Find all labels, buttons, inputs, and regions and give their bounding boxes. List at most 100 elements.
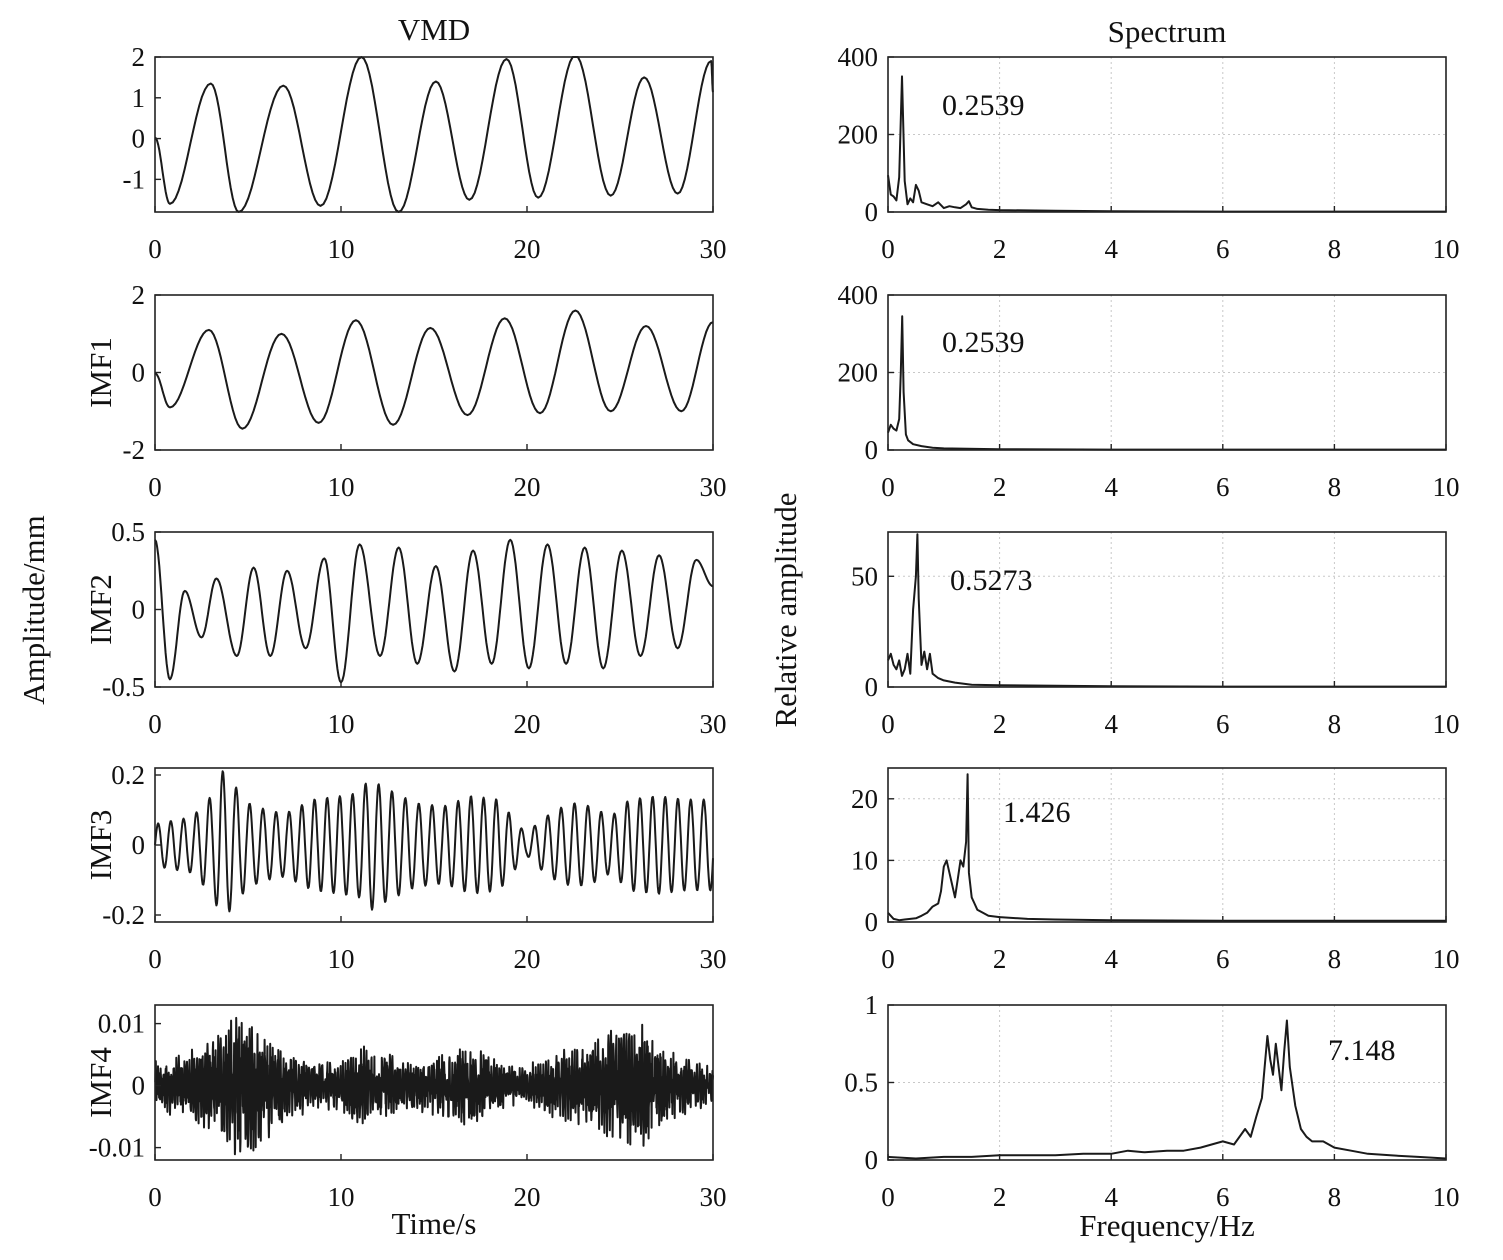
x-tick-label: 0: [148, 472, 162, 502]
x-tick-label: 30: [700, 709, 727, 739]
x-tick-label: 10: [1433, 709, 1460, 739]
panel-ylabel-imf1: IMF1: [83, 337, 118, 408]
y-tick-label: -1: [123, 164, 146, 194]
y-tick-label: 0.5: [111, 517, 145, 547]
x-tick-label: 8: [1328, 1182, 1342, 1212]
x-tick-label: 0: [881, 709, 895, 739]
x-tick-label: 0: [148, 709, 162, 739]
axes-frame: [887, 1004, 1447, 1161]
x-tick-label: 4: [1104, 944, 1118, 974]
axes-frame: [154, 56, 714, 213]
time-axis-label: Time/s: [391, 1206, 476, 1241]
time-series-line: [154, 538, 714, 684]
right-panel-3: 0 2 4 6 8 10 0 10 20 1.426: [851, 767, 1460, 974]
y-tick-label: 2: [132, 42, 146, 72]
frequency-axis-label: Frequency/Hz: [1079, 1208, 1255, 1243]
x-tick-label: 6: [1216, 472, 1230, 502]
y-tick-label: 1: [132, 83, 146, 113]
x-tick-label: 2: [993, 1182, 1007, 1212]
x-tick-label: 10: [328, 709, 355, 739]
x-tick-label: 2: [993, 944, 1007, 974]
axes-frame: [887, 56, 1447, 213]
x-tick-label: 2: [993, 234, 1007, 264]
y-tick-label: 0: [865, 907, 879, 937]
y-tick-label: -0.5: [102, 672, 145, 702]
x-tick-label: 30: [700, 1182, 727, 1212]
x-tick-label: 0: [881, 1182, 895, 1212]
x-tick-label: 20: [514, 709, 541, 739]
x-tick-label: 10: [328, 234, 355, 264]
y-tick-label: 0: [132, 358, 146, 388]
time-series-line: [154, 56, 714, 213]
y-tick-label: -2: [123, 435, 146, 465]
y-tick-label: -0.01: [89, 1133, 145, 1163]
x-tick-label: 4: [1104, 472, 1118, 502]
axes-frame: [154, 1004, 714, 1161]
x-tick-label: 20: [514, 944, 541, 974]
y-tick-label: 0: [132, 1071, 146, 1101]
right-panel-2: 0 2 4 6 8 10 0 50 0.5273: [851, 531, 1460, 739]
y-tick-label: 1: [865, 990, 879, 1020]
y-tick-label: 0: [865, 197, 879, 227]
y-tick-label: 10: [851, 845, 878, 875]
y-tick-label: 0.01: [98, 1009, 145, 1039]
y-tick-label: 0: [865, 435, 879, 465]
left-panel-0: 0 10 20 30 -1 0 1 2: [123, 42, 727, 264]
x-tick-label: 0: [148, 944, 162, 974]
right-y-axis-label: Relative amplitude: [768, 492, 803, 727]
x-tick-label: 0: [148, 1182, 162, 1212]
y-tick-label: 50: [851, 561, 878, 591]
x-tick-label: 6: [1216, 709, 1230, 739]
axes-frame: [887, 531, 1447, 688]
x-tick-label: 8: [1328, 709, 1342, 739]
vmd-title: VMD: [398, 12, 470, 47]
axes-frame: [154, 531, 714, 688]
panel-ylabel-imf3: IMF3: [83, 810, 118, 881]
x-tick-label: 4: [1104, 1182, 1118, 1212]
time-series-line: [154, 309, 714, 430]
time-series-line: [154, 1016, 714, 1156]
y-tick-label: 0: [865, 672, 879, 702]
x-tick-label: 4: [1104, 234, 1118, 264]
y-tick-label: 200: [838, 358, 879, 388]
peak-frequency-label: 0.2539: [942, 326, 1025, 359]
x-tick-label: 0: [881, 944, 895, 974]
y-tick-label: 0: [132, 830, 146, 860]
y-tick-label: 200: [838, 120, 879, 150]
time-series-line: [154, 770, 714, 913]
x-tick-label: 8: [1328, 472, 1342, 502]
y-tick-label: 0.5: [844, 1068, 878, 1098]
axes-frame: [887, 294, 1447, 451]
y-tick-label: 400: [838, 280, 879, 310]
x-tick-label: 2: [993, 472, 1007, 502]
x-tick-label: 10: [1433, 472, 1460, 502]
x-tick-label: 6: [1216, 944, 1230, 974]
x-tick-label: 0: [148, 234, 162, 264]
x-tick-label: 10: [1433, 944, 1460, 974]
x-tick-label: 10: [1433, 1182, 1460, 1212]
spectrum-line: [887, 773, 1446, 922]
x-tick-label: 6: [1216, 234, 1230, 264]
x-tick-label: 0: [881, 234, 895, 264]
spectrum-line: [887, 533, 1446, 688]
right-panel-1: 0 2 4 6 8 10 0 200 400 0.2539: [838, 280, 1460, 502]
y-tick-label: 2: [132, 280, 146, 310]
x-tick-label: 8: [1328, 234, 1342, 264]
x-tick-label: 10: [328, 472, 355, 502]
x-tick-label: 10: [1433, 234, 1460, 264]
x-tick-label: 8: [1328, 944, 1342, 974]
spectrum-title: Spectrum: [1108, 14, 1227, 49]
x-tick-label: 4: [1104, 709, 1118, 739]
x-tick-label: 0: [881, 472, 895, 502]
y-tick-label: 20: [851, 784, 878, 814]
peak-frequency-label: 1.426: [1003, 796, 1071, 829]
right-panel-4: 0 2 4 6 8 10 0 0.5 1 7.148: [844, 990, 1459, 1212]
peak-frequency-label: 0.2539: [942, 89, 1025, 122]
y-tick-label: 0: [132, 595, 146, 625]
